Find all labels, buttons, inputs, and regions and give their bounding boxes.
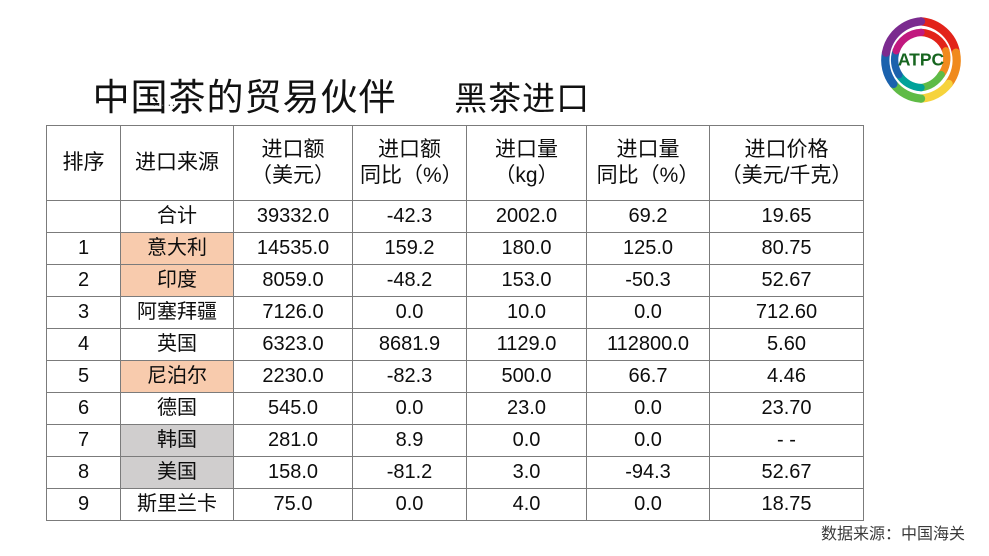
cell-rank: 5 [46,360,121,393]
clipped-text-artifact: …… [152,104,222,118]
cell-price: - - [709,424,864,457]
cell-quantity-yoy: 66.7 [586,360,710,393]
cell-price: 52.67 [709,264,864,297]
cell-quantity-yoy: 0.0 [586,392,710,425]
table-row: 6 德国 545.0 0.0 23.0 0.0 23.70 [46,392,864,425]
cell-amount: 2230.0 [233,360,353,393]
cell-quantity: 500.0 [466,360,587,393]
cell-rank [46,200,121,233]
col-header-price: 进口价格 （美元/千克） [709,125,864,201]
page-title-main: 中国茶的贸易伙伴 [92,76,397,118]
cell-amount-yoy: 0.0 [352,488,467,521]
cell-quantity-yoy: 0.0 [586,424,710,457]
table-body: 合计 39332.0 -42.3 2002.0 69.2 19.65 1 意大利 14535.0… [46,200,864,521]
table-row: 2 印度 8059.0 -48.2 153.0 -50.3 52.67 [46,264,864,297]
cell-amount-yoy: 0.0 [352,392,467,425]
cell-quantity-yoy: 0.0 [586,488,710,521]
cell-amount-yoy: -81.2 [352,456,467,489]
cell-quantity: 23.0 [466,392,587,425]
cell-source: 英国 [120,328,234,361]
table-row: 9 斯里兰卡 75.0 0.0 4.0 0.0 18.75 [46,488,864,521]
table-row: 8 美国 158.0 -81.2 3.0 -94.3 52.67 [46,456,864,489]
cell-price: 23.70 [709,392,864,425]
cell-rank: 6 [46,392,121,425]
cell-source: 德国 [120,392,234,425]
cell-amount: 6323.0 [233,328,353,361]
table-row: 合计 39332.0 -42.3 2002.0 69.2 19.65 [46,200,864,233]
black-tea-import-table: 排序 进口来源 进口额 （美元） 进口额 同比（%） 进口量 （kg） 进口量 … [46,125,864,521]
cell-price: 4.46 [709,360,864,393]
col-header-amount: 进口额 （美元） [233,125,353,201]
cell-source: 合计 [120,200,234,233]
atpc-logo-text: ATPC [898,50,945,70]
cell-amount-yoy: -48.2 [352,264,467,297]
cell-rank: 3 [46,296,121,329]
cell-amount-yoy: 8681.9 [352,328,467,361]
cell-amount: 8059.0 [233,264,353,297]
cell-source: 印度 [120,264,234,297]
cell-quantity-yoy: 112800.0 [586,328,710,361]
cell-amount: 75.0 [233,488,353,521]
col-header-rank: 排序 [46,125,121,201]
page-title: 中国茶的贸易伙伴 黑茶进口 [70,34,590,119]
cell-quantity: 1129.0 [466,328,587,361]
cell-amount-yoy: 159.2 [352,232,467,265]
cell-quantity-yoy: -50.3 [586,264,710,297]
source-note: 数据来源：中国海关 [820,526,965,543]
cell-amount: 281.0 [233,424,353,457]
cell-quantity: 153.0 [466,264,587,297]
cell-rank: 7 [46,424,121,457]
cell-amount: 14535.0 [233,232,353,265]
cell-quantity: 180.0 [466,232,587,265]
cell-rank: 2 [46,264,121,297]
cell-price: 52.67 [709,456,864,489]
cell-price: 19.65 [709,200,864,233]
cell-rank: 4 [46,328,121,361]
cell-rank: 1 [46,232,121,265]
cell-source: 意大利 [120,232,234,265]
cell-price: 712.60 [709,296,864,329]
import-table-container: 排序 进口来源 进口额 （美元） 进口额 同比（%） 进口量 （kg） 进口量 … [46,125,864,521]
cell-price: 80.75 [709,232,864,265]
cell-amount: 158.0 [233,456,353,489]
cell-quantity: 0.0 [466,424,587,457]
table-row: 5 尼泊尔 2230.0 -82.3 500.0 66.7 4.46 [46,360,864,393]
cell-quantity: 3.0 [466,456,587,489]
col-header-quantity-yoy: 进口量 同比（%） [586,125,710,201]
cell-source: 阿塞拜疆 [120,296,234,329]
cell-rank: 8 [46,456,121,489]
col-header-quantity: 进口量 （kg） [466,125,587,201]
cell-quantity-yoy: 0.0 [586,296,710,329]
atpc-logo-icon: ATPC [881,17,961,103]
cell-source: 斯里兰卡 [120,488,234,521]
cell-amount-yoy: 0.0 [352,296,467,329]
col-header-source: 进口来源 [120,125,234,201]
cell-source: 美国 [120,456,234,489]
cell-source: 尼泊尔 [120,360,234,393]
cell-amount: 39332.0 [233,200,353,233]
table-row: 1 意大利 14535.0 159.2 180.0 125.0 80.75 [46,232,864,265]
cell-quantity: 10.0 [466,296,587,329]
cell-amount: 7126.0 [233,296,353,329]
cell-amount-yoy: 8.9 [352,424,467,457]
cell-amount-yoy: -42.3 [352,200,467,233]
table-header-row: 排序 进口来源 进口额 （美元） 进口额 同比（%） 进口量 （kg） 进口量 … [46,125,864,201]
table-row: 4 英国 6323.0 8681.9 1129.0 112800.0 5.60 [46,328,864,361]
cell-price: 18.75 [709,488,864,521]
cell-quantity-yoy: -94.3 [586,456,710,489]
table-row: 3 阿塞拜疆 7126.0 0.0 10.0 0.0 712.60 [46,296,864,329]
cell-quantity: 4.0 [466,488,587,521]
page-title-sub: 黑茶进口 [454,79,591,117]
cell-price: 5.60 [709,328,864,361]
atpc-logo: ATPC [875,14,967,106]
cell-quantity-yoy: 69.2 [586,200,710,233]
col-header-amount-yoy: 进口额 同比（%） [352,125,467,201]
cell-amount-yoy: -82.3 [352,360,467,393]
cell-rank: 9 [46,488,121,521]
cell-quantity-yoy: 125.0 [586,232,710,265]
cell-quantity: 2002.0 [466,200,587,233]
table-row: 7 韩国 281.0 8.9 0.0 0.0- - [46,424,864,457]
cell-amount: 545.0 [233,392,353,425]
cell-source: 韩国 [120,424,234,457]
